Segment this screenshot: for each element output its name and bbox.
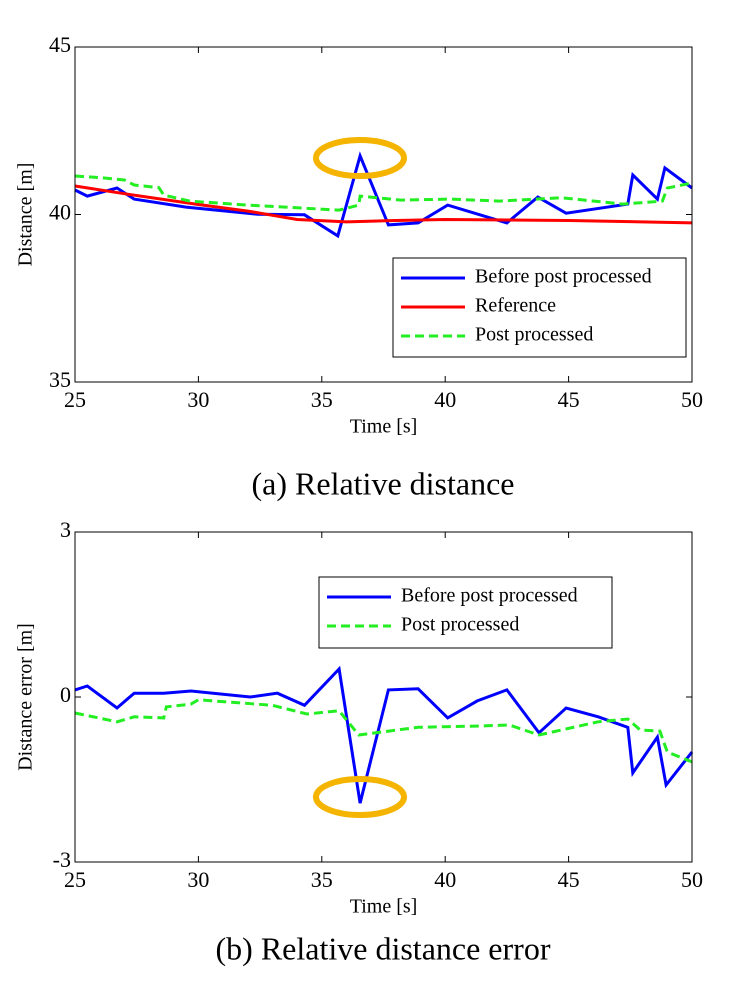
- x-tick-label: 35: [311, 867, 333, 892]
- x-tick-label: 30: [187, 387, 209, 412]
- y-axis-label: Distance [m]: [15, 163, 37, 267]
- x-tick-label: 35: [311, 387, 333, 412]
- series-line: [74, 665, 694, 804]
- x-tick-label: 30: [187, 867, 209, 892]
- x-tick-label: 45: [558, 867, 580, 892]
- x-tick-label: 50: [681, 867, 703, 892]
- y-axis-label: Distance error [m]: [15, 623, 37, 771]
- y-tick-label: 35: [49, 367, 71, 392]
- x-tick-label: 25: [64, 387, 86, 412]
- x-tick-label: 25: [64, 867, 86, 892]
- x-tick-label: 45: [558, 387, 580, 412]
- y-tick-label: -3: [53, 847, 71, 872]
- caption: (a) Relative distance: [252, 465, 515, 501]
- legend-label: Before post processed: [401, 585, 578, 607]
- caption: (b) Relative distance error: [216, 930, 551, 966]
- series-line: [74, 174, 693, 212]
- legend-label: Reference: [475, 295, 556, 317]
- legend-label: Before post processed: [475, 266, 652, 288]
- legend-label: Post processed: [475, 324, 593, 346]
- x-tick-label: 40: [434, 867, 456, 892]
- y-tick-label: 45: [49, 32, 71, 57]
- highlight-ellipse: [313, 776, 407, 818]
- series-line: [74, 151, 693, 239]
- x-tick-label: 40: [434, 387, 456, 412]
- series-line: [74, 698, 693, 764]
- chart: 25 30 35 40 45 50 -3 0 3 Time [s] Distance error […: [15, 517, 703, 966]
- y-tick-label: 3: [60, 517, 71, 542]
- x-axis-label: Time [s]: [350, 896, 418, 918]
- x-axis-label: Time [s]: [350, 416, 418, 438]
- y-tick-label: 40: [49, 200, 71, 225]
- series-line: [74, 184, 693, 225]
- x-tick-label: 50: [681, 387, 703, 412]
- legend-label: Post processed: [401, 614, 519, 636]
- chart: 25 30 35 40 45 50 35 40 45 Time [s] Distance [m] (a…: [15, 32, 703, 501]
- y-tick-label: 0: [60, 682, 71, 707]
- highlight-ellipse: [313, 137, 407, 179]
- legend-box: [318, 576, 613, 649]
